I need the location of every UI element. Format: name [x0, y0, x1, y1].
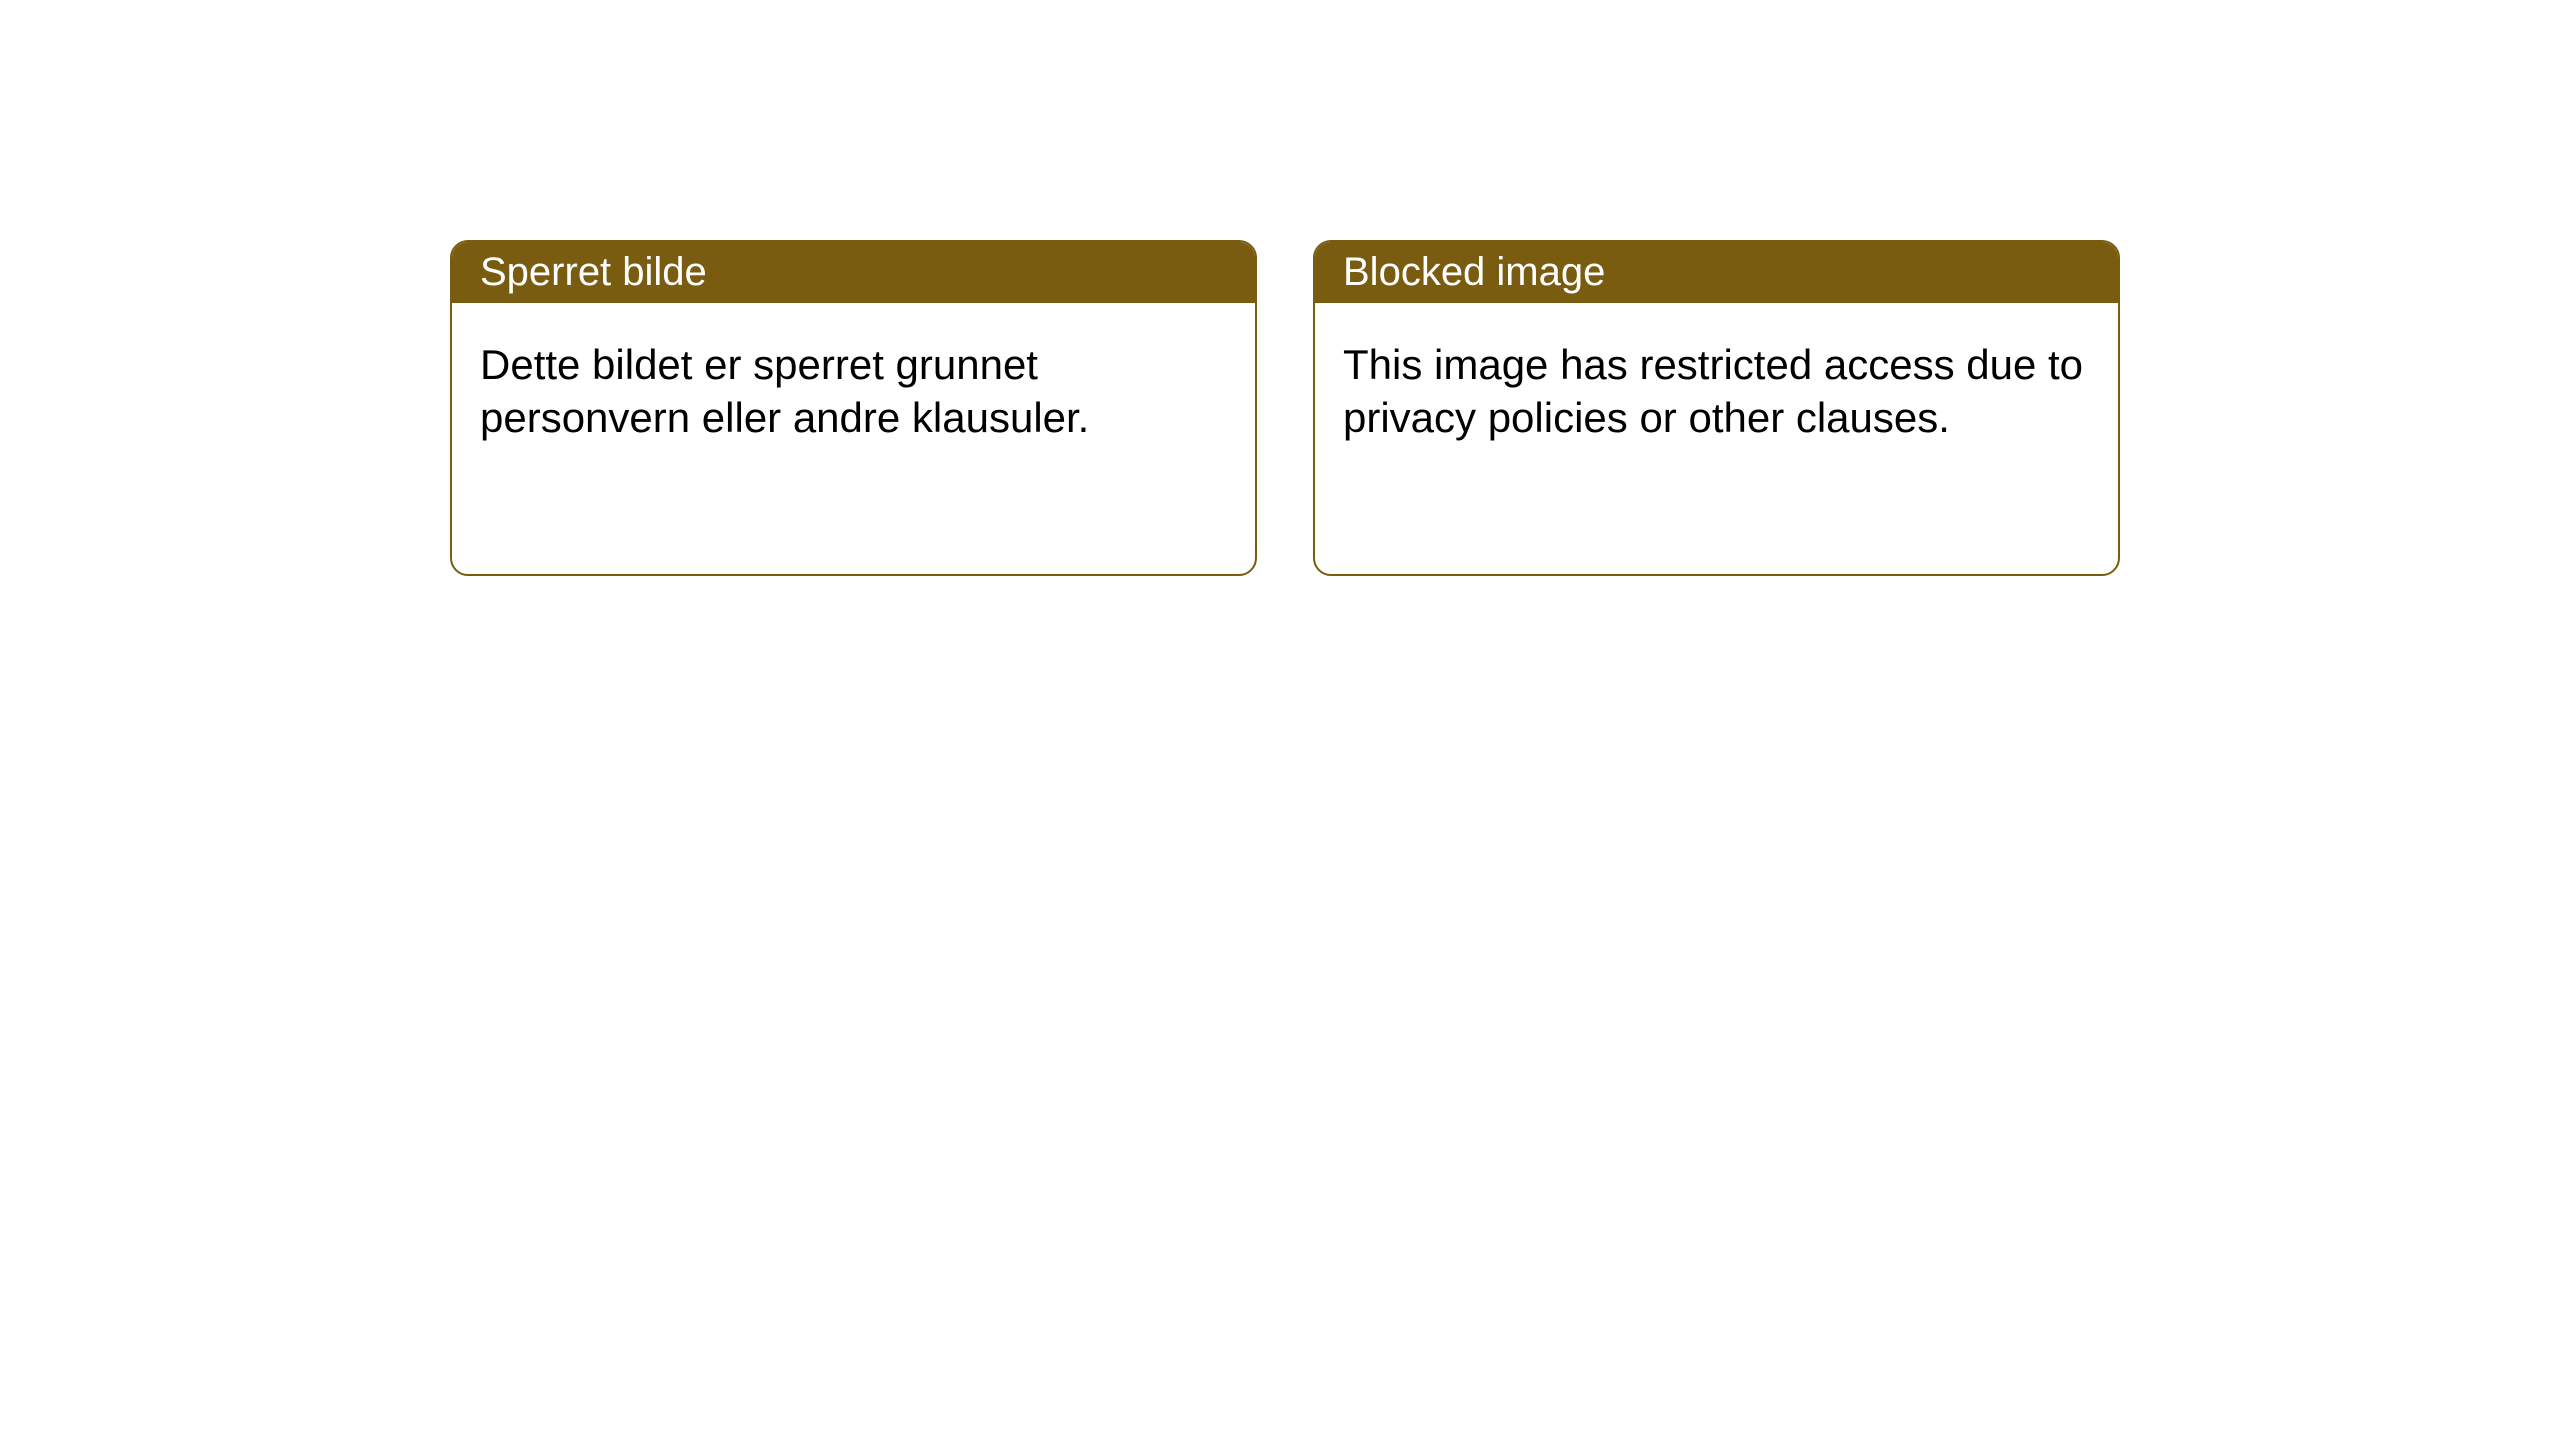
notice-card-header: Sperret bilde: [452, 242, 1255, 303]
notice-card-header: Blocked image: [1315, 242, 2118, 303]
notice-card-message: This image has restricted access due to …: [1343, 341, 2083, 441]
notice-card-norwegian: Sperret bilde Dette bildet er sperret gr…: [450, 240, 1257, 576]
notice-cards-container: Sperret bilde Dette bildet er sperret gr…: [0, 0, 2560, 576]
notice-card-title: Sperret bilde: [480, 250, 707, 294]
notice-card-body: Dette bildet er sperret grunnet personve…: [452, 303, 1255, 480]
notice-card-english: Blocked image This image has restricted …: [1313, 240, 2120, 576]
notice-card-message: Dette bildet er sperret grunnet personve…: [480, 341, 1089, 441]
notice-card-body: This image has restricted access due to …: [1315, 303, 2118, 480]
notice-card-title: Blocked image: [1343, 250, 1605, 294]
